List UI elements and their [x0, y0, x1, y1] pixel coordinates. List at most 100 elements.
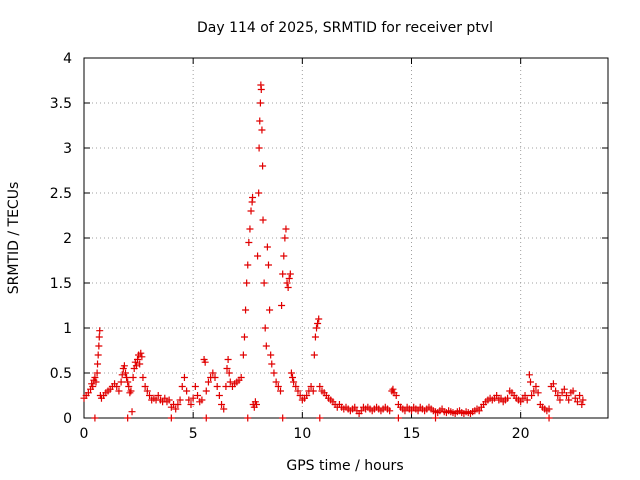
data-point: [124, 414, 132, 422]
x-tick-label: 10: [293, 426, 311, 442]
data-point: [213, 383, 221, 390]
data-point: [91, 414, 99, 422]
y-tick-label: 3: [63, 141, 72, 157]
data-point: [274, 383, 282, 390]
data-point: [285, 275, 293, 282]
data-point: [314, 320, 322, 327]
data-point: [202, 387, 210, 395]
data-point: [249, 194, 257, 201]
data-point: [247, 207, 255, 215]
data-point: [267, 351, 275, 359]
data-point: [493, 392, 501, 399]
data-point: [268, 360, 276, 368]
data-point: [432, 414, 440, 422]
data-point: [277, 387, 284, 395]
data-point: [292, 383, 300, 390]
data-point: [563, 392, 571, 399]
data-point: [534, 389, 542, 397]
data-point: [194, 392, 202, 399]
data-point: [257, 86, 265, 93]
data-point: [260, 279, 268, 287]
data-point: [263, 243, 271, 251]
x-tick-label: 15: [403, 426, 421, 442]
data-point: [264, 261, 272, 269]
data-point: [243, 279, 251, 287]
data-point: [176, 396, 184, 404]
data-point: [521, 392, 529, 399]
data-point: [246, 225, 254, 233]
data-point: [313, 324, 321, 332]
data-point: [517, 398, 525, 406]
data-point: [237, 374, 245, 381]
data-point: [560, 385, 568, 393]
data-point: [545, 414, 553, 422]
data-point: [204, 378, 212, 386]
data-point: [569, 387, 577, 395]
data-point: [125, 383, 133, 390]
data-point: [287, 369, 295, 377]
data-point: [279, 270, 287, 278]
data-point: [226, 378, 234, 386]
data-point: [272, 378, 280, 386]
data-point: [303, 392, 311, 399]
data-point: [408, 407, 415, 415]
data-point: [357, 407, 365, 415]
data-point: [394, 414, 402, 422]
data-point: [215, 392, 223, 399]
data-point: [528, 392, 536, 399]
data-point: [223, 365, 231, 372]
data-point: [475, 407, 483, 415]
data-point: [198, 396, 206, 404]
data-point: [309, 387, 317, 395]
data-point: [95, 333, 103, 341]
data-point: [154, 392, 162, 399]
data-point: [92, 378, 100, 386]
y-axis-label: SRMTID / TECUs: [6, 182, 22, 295]
data-point: [165, 396, 173, 404]
data-point: [245, 239, 253, 246]
data-point: [278, 302, 286, 309]
data-point: [255, 144, 263, 152]
data-point: [294, 387, 302, 395]
data-point: [126, 389, 134, 397]
data-point: [95, 342, 103, 350]
data-point: [523, 396, 531, 404]
data-point: [578, 401, 586, 408]
data-point: [244, 414, 252, 422]
data-point: [261, 324, 269, 332]
data-point: [256, 99, 264, 107]
data-point: [244, 261, 252, 269]
y-tick-label: 2: [63, 231, 72, 247]
data-point: [141, 383, 149, 390]
data-point: [262, 342, 270, 350]
data-point: [211, 374, 219, 381]
data-point: [84, 389, 92, 397]
data-point: [139, 374, 147, 381]
data-point: [172, 405, 180, 413]
data-point: [283, 279, 291, 287]
data-point: [220, 405, 228, 413]
data-point: [121, 369, 129, 377]
data-point: [93, 369, 101, 377]
x-tick-label: 5: [189, 426, 198, 442]
data-point: [573, 398, 581, 406]
data-point: [571, 394, 579, 402]
data-point: [256, 117, 264, 125]
data-point: [392, 392, 400, 399]
data-point: [137, 349, 145, 357]
data-marks: [80, 81, 587, 422]
data-point: [576, 392, 584, 399]
data-point: [281, 234, 289, 242]
data-point: [259, 216, 267, 224]
data-point: [504, 394, 512, 402]
data-point: [311, 333, 319, 341]
data-point: [258, 126, 266, 134]
data-point: [554, 392, 562, 399]
data-point: [242, 306, 250, 314]
data-point: [565, 396, 573, 404]
plot-frame: [83, 57, 609, 419]
data-point: [289, 374, 297, 381]
data-point: [115, 387, 123, 395]
data-point: [180, 374, 188, 381]
data-point: [138, 353, 146, 361]
